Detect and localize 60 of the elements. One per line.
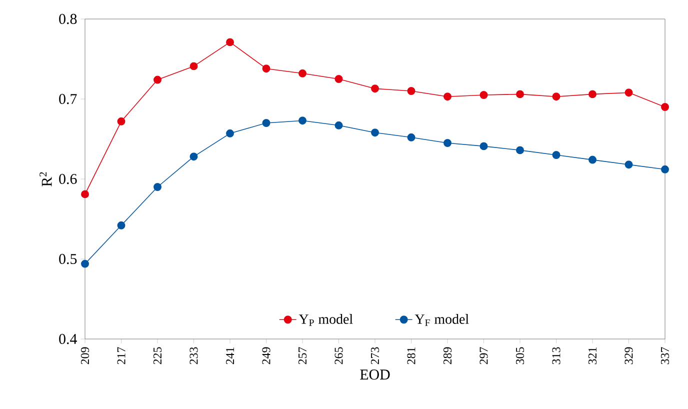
point: [226, 129, 234, 138]
point: [371, 84, 379, 93]
point: [117, 221, 126, 230]
point: [81, 260, 89, 268]
y-axis-title: R$^{2}$: [40, 172, 52, 186]
x-tick-label: 305: [516, 347, 524, 364]
x-tick-label: 209: [80, 347, 90, 364]
point: [334, 75, 343, 83]
point: [298, 116, 306, 125]
y-tick-label: 0.5: [59, 254, 77, 264]
x-tick-label: 297: [480, 347, 488, 364]
point: [190, 152, 198, 161]
point: [480, 142, 488, 150]
point: [624, 160, 633, 169]
point: [516, 90, 524, 98]
x-tick-label: 337: [660, 347, 670, 364]
x-tick-label: 249: [262, 347, 270, 364]
legend-label: Y$_{P}$ model: [298, 314, 353, 326]
point: [552, 151, 560, 159]
point: [81, 190, 89, 198]
x-axis-title: EOD: [360, 370, 390, 380]
point: [190, 62, 198, 70]
y-tick-label: 0.8: [59, 14, 77, 24]
x-tick-label: 217: [117, 347, 126, 364]
point: [588, 90, 596, 98]
point: [661, 103, 669, 111]
y-tick-label: 0.7: [59, 94, 77, 104]
x-tick-label: 241: [226, 347, 234, 364]
x-tick-label: 265: [334, 347, 343, 364]
point: [588, 156, 596, 164]
point: [226, 38, 234, 46]
point: [444, 92, 452, 101]
y-tick-label: 0.4: [59, 334, 77, 344]
x-tick-label: 289: [443, 347, 452, 364]
point: [262, 64, 270, 73]
point: [552, 92, 560, 101]
x-tick-label: 233: [190, 347, 198, 364]
point: [371, 128, 379, 137]
x-tick-label: 257: [298, 347, 307, 364]
point: [154, 76, 162, 84]
point: [334, 121, 343, 130]
x-tick-label: 313: [552, 347, 560, 364]
x-tick-label: 225: [153, 347, 162, 364]
point: [661, 165, 669, 174]
x-tick-label: 273: [370, 347, 380, 364]
legend-label: Y$_{F}$ model: [414, 314, 469, 326]
point: [407, 133, 416, 142]
point: [444, 139, 452, 147]
point: [480, 91, 488, 99]
point: [624, 88, 633, 97]
y-tick-label: 0.6: [59, 174, 77, 184]
x-tick-label: 281: [407, 347, 416, 364]
point: [516, 146, 524, 154]
point: [407, 87, 416, 95]
point: [154, 183, 162, 191]
x-tick-label: 329: [624, 347, 633, 364]
point: [117, 117, 126, 126]
point: [298, 69, 306, 78]
point: [262, 119, 270, 127]
x-tick-label: 321: [588, 347, 597, 364]
